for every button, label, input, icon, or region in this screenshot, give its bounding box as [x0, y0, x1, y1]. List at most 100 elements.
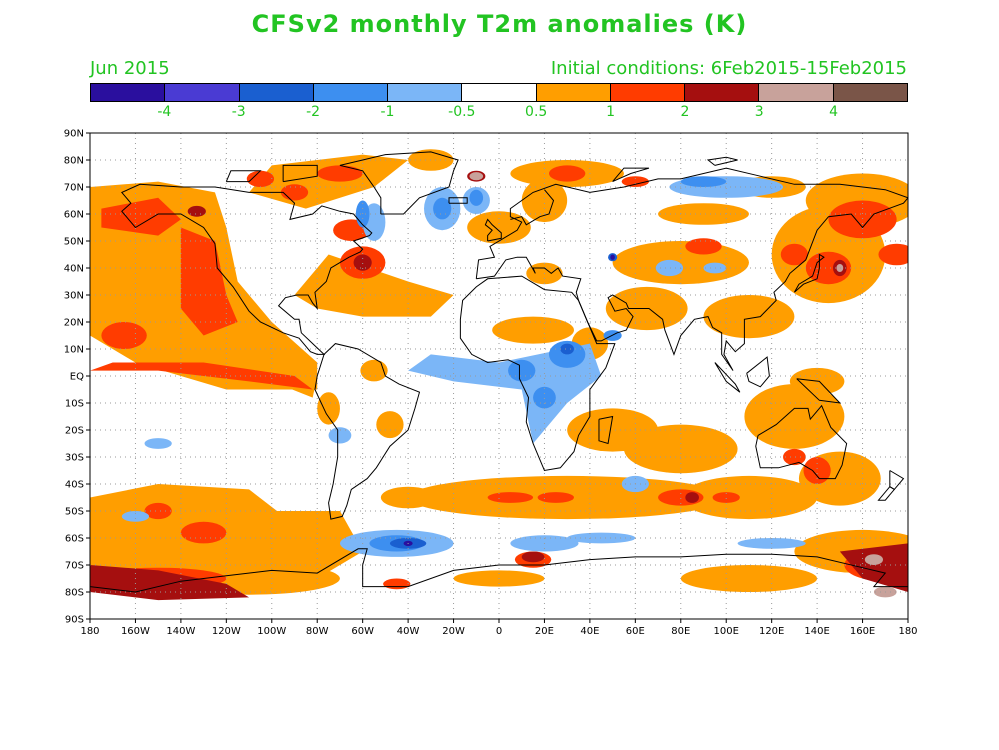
- coastline: [889, 470, 905, 491]
- anomaly-patch: [353, 254, 372, 271]
- colorbar-tick-label: 4: [829, 104, 839, 120]
- coastline: [448, 197, 468, 204]
- coastline: [714, 362, 741, 393]
- lat-label: 80N: [64, 156, 84, 167]
- lat-label: 20S: [65, 426, 84, 437]
- anomaly-patch: [537, 492, 574, 503]
- lon-label: 120W: [212, 626, 241, 637]
- lon-label: 160W: [121, 626, 150, 637]
- latitude-labels: 90N 80N 70N 60N 50N 40N 30N 20N 10N EQ 10S 20S 30S 40…: [64, 129, 84, 626]
- lat-label: 80S: [65, 588, 84, 599]
- anomaly-patch: [560, 343, 574, 355]
- anomaly-patch: [803, 457, 831, 484]
- colorbar-tick-label: 1: [606, 104, 615, 120]
- anomaly-patch: [567, 532, 636, 544]
- initial-conditions-label: Initial conditions: 6Feb2015-15Feb2015: [550, 58, 907, 79]
- colorbar-swatch: [536, 84, 611, 101]
- lon-label: 100E: [714, 626, 739, 637]
- coastline: [121, 183, 373, 355]
- anomaly-patch: [433, 197, 452, 220]
- anomaly-patch: [101, 322, 147, 349]
- coastline: [706, 156, 738, 166]
- anomaly-patch: [680, 176, 727, 188]
- lon-label: 180: [80, 626, 99, 637]
- colorbar-swatch: [833, 84, 907, 101]
- anomaly-patch: [90, 322, 318, 398]
- lat-label: 70S: [65, 561, 84, 572]
- anomaly-patch: [703, 262, 727, 274]
- lat-label: 40S: [65, 480, 84, 491]
- anomaly-patch: [521, 551, 545, 563]
- lat-label: 10N: [64, 345, 84, 356]
- anomaly-patch: [249, 511, 363, 579]
- colorbar-tick-label: 3: [754, 104, 764, 120]
- anomaly-patch: [878, 243, 908, 266]
- anomaly-patch: [469, 172, 484, 181]
- colorbar-tick-label: -0.5: [448, 104, 476, 120]
- coastline: [877, 486, 896, 501]
- lon-label: 60E: [626, 626, 645, 637]
- lat-label: 30S: [65, 453, 84, 464]
- colorbar-tick-label: 2: [680, 104, 690, 120]
- map-title: CFSv2 monthly T2m anomalies (K): [251, 10, 748, 38]
- coastline: [459, 275, 616, 472]
- anomaly-patch: [101, 197, 181, 236]
- lat-label: EQ: [70, 372, 84, 383]
- coastline: [796, 378, 842, 404]
- lon-label: 80E: [671, 626, 690, 637]
- lon-label: 100W: [257, 626, 286, 637]
- colorbar-swatch: [759, 84, 834, 101]
- anomaly-patch: [680, 475, 818, 520]
- lon-label: 60W: [351, 626, 374, 637]
- axis-ticks: [86, 132, 909, 623]
- anomaly-patch: [317, 165, 363, 182]
- lat-label: 60S: [65, 534, 84, 545]
- coastline: [746, 356, 770, 388]
- coastline: [598, 415, 614, 445]
- anomaly-patch: [487, 492, 534, 503]
- anomaly-patch: [280, 184, 309, 201]
- lon-label: 80W: [306, 626, 329, 637]
- colorbar-swatch: [685, 84, 760, 101]
- anomaly-patch: [612, 241, 749, 285]
- colorbar-tick-label: -1: [380, 104, 395, 120]
- anomaly-patch: [805, 251, 852, 285]
- lon-label: 120E: [759, 626, 784, 637]
- lat-label: 90S: [65, 615, 84, 626]
- lon-label: 160E: [850, 626, 875, 637]
- lat-label: 10S: [65, 399, 84, 410]
- colorbar-swatch: [165, 84, 240, 101]
- lon-label: 0: [496, 626, 502, 637]
- anomaly-patch: [839, 543, 908, 592]
- lon-label: 140E: [804, 626, 829, 637]
- anomaly-patch: [685, 492, 699, 503]
- anomaly-patch: [408, 343, 602, 444]
- anomaly-patch: [144, 438, 172, 449]
- valid-month-label: Jun 2015: [90, 58, 170, 79]
- coastline: [282, 164, 318, 183]
- longitude-labels: 180 160W 140W 120W 100W 80W 60W 40W 20W 0 20E 40E 60…: [80, 626, 917, 637]
- lat-label: 70N: [64, 183, 84, 194]
- anomaly-patch: [380, 486, 436, 509]
- anomaly-patch: [621, 176, 649, 188]
- coastline: [225, 170, 262, 183]
- anomaly-patch: [508, 359, 536, 382]
- anomaly-patch: [703, 295, 795, 339]
- lon-label: 40W: [397, 626, 420, 637]
- lat-label: 30N: [64, 291, 84, 302]
- colorbar-swatch: [462, 84, 537, 101]
- anomaly-patch: [180, 521, 227, 544]
- anomaly-patch: [492, 316, 574, 344]
- anomaly-patch: [712, 492, 740, 503]
- colorbar-swatch: [610, 84, 686, 101]
- anomaly-patch: [294, 254, 454, 317]
- anomaly-patch: [521, 178, 568, 223]
- lon-label: 140W: [166, 626, 195, 637]
- anomaly-patch: [548, 165, 586, 182]
- colorbar-tick-label: -3: [231, 104, 246, 120]
- anomaly-patch: [680, 565, 818, 592]
- coastline: [339, 151, 459, 215]
- anomaly-patch: [610, 254, 615, 260]
- coastlines: [90, 151, 908, 593]
